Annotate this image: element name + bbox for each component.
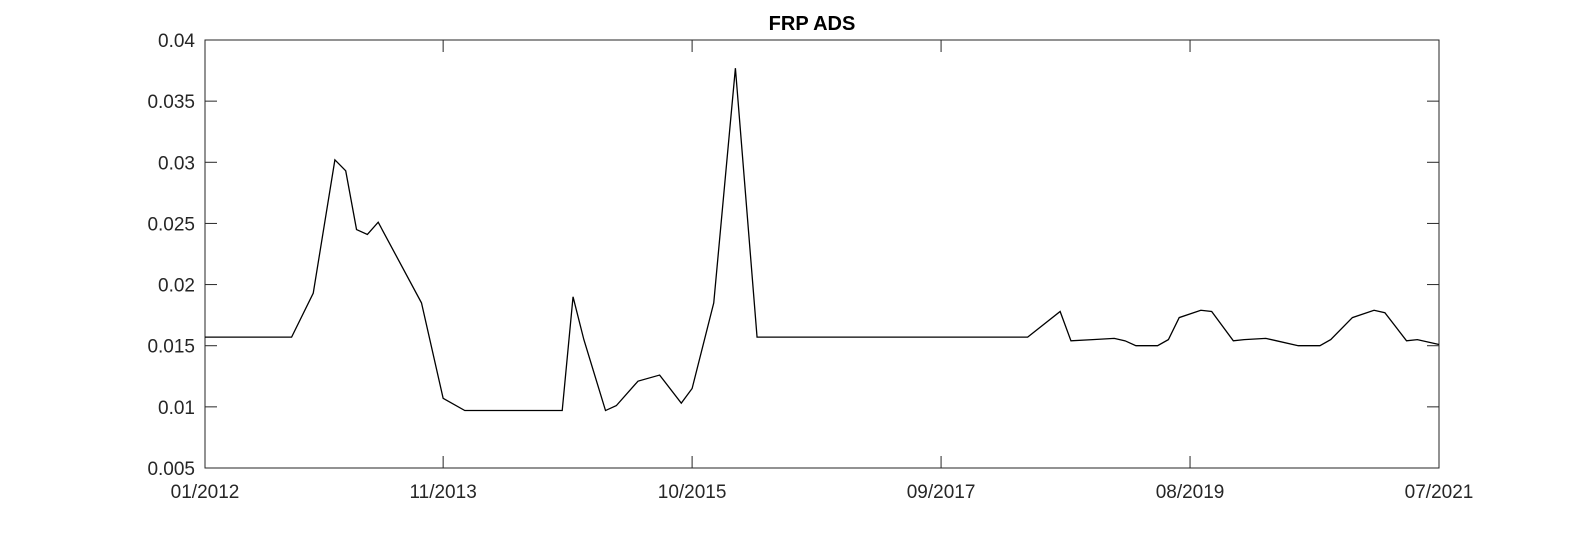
series-layer: [205, 68, 1440, 412]
y-tick-label: 0.005: [147, 459, 195, 480]
x-axis: 01/2012 11/2013 10/2015 09/2017 08/2019 07/20…: [171, 40, 1474, 503]
y-tick-label: 0.03: [158, 153, 195, 174]
x-tick-label: 07/2021: [1405, 482, 1474, 503]
y-axis: 0.005 0.01 0.015 0.02 0.025 0.03 0.035 0.04: [147, 31, 1439, 480]
y-tick-label: 0.015: [147, 337, 195, 358]
y-tick-label: 0.02: [158, 276, 195, 297]
series-line: [205, 68, 1440, 412]
y-tick-label: 0.025: [147, 214, 195, 235]
y-tick-label: 0.01: [158, 398, 195, 419]
x-tick-label: 01/2012: [171, 482, 240, 503]
x-tick-label: 08/2019: [1156, 482, 1225, 503]
y-tick-label: 0.035: [147, 92, 195, 113]
plot-area: [204, 39, 1440, 469]
chart-title: FRP ADS: [769, 13, 856, 35]
x-tick-label: 09/2017: [907, 482, 976, 503]
y-tick-label: 0.04: [158, 31, 195, 52]
x-tick-label: 10/2015: [658, 482, 727, 503]
x-tick-label: 11/2013: [409, 482, 476, 503]
